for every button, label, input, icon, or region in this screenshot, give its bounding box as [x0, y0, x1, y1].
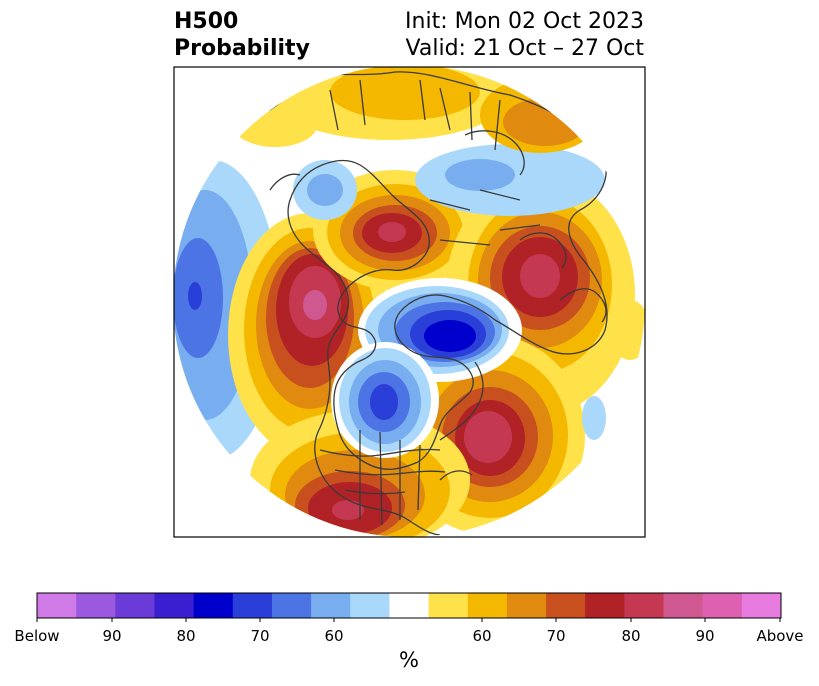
colorbar-swatch — [702, 593, 743, 618]
title-right: Init: Mon 02 Oct 2023 Valid: 21 Oct – 27… — [405, 8, 644, 62]
colorbar-tick-label: 90 — [695, 627, 715, 645]
colorbar-swatch — [624, 593, 665, 618]
colorbar-swatch — [154, 593, 195, 618]
anomaly-canada-below — [331, 342, 439, 458]
anomaly-south-asia-below — [293, 160, 357, 220]
colorbar-tick-label: 80 — [621, 627, 641, 645]
colorbar-tick-label: 60 — [472, 627, 492, 645]
title-left: H500 Probability — [174, 8, 310, 62]
coastlines — [269, 71, 641, 536]
colorbar-swatch — [389, 593, 430, 618]
colorbar-swatch — [37, 593, 77, 618]
colorbar-swatch — [271, 593, 312, 618]
colorbar — [36, 592, 782, 622]
map-frame — [173, 66, 646, 538]
colorbar-swatch — [663, 593, 704, 618]
anomaly-mid-atlantic-below — [582, 396, 606, 440]
colorbar-swatch — [428, 593, 469, 618]
colorbar-swatch — [76, 593, 116, 618]
colorbar-swatch — [506, 593, 547, 618]
title-init-date: Init: Mon 02 Oct 2023 — [405, 9, 644, 34]
colorbar-swatch — [311, 593, 351, 618]
probability-field — [174, 67, 645, 537]
anomaly-middle-east-below — [415, 144, 605, 216]
colorbar-frame — [36, 592, 782, 619]
colorbar-swatch — [741, 593, 782, 618]
colorbar-tick-label: 80 — [176, 627, 196, 645]
colorbar-tick-label: 70 — [546, 627, 566, 645]
title-variable: H500 — [174, 9, 239, 34]
colorbar-swatch — [193, 593, 234, 618]
title-valid-range: Valid: 21 Oct – 27 Oct — [405, 36, 644, 61]
colorbar-swatch — [546, 593, 586, 618]
colorbar-swatch — [350, 593, 390, 618]
colorbar-tick-label: 60 — [324, 627, 344, 645]
colorbar-swatch — [467, 593, 508, 618]
colorbar-swatch — [585, 593, 625, 618]
colorbar-tick-labels: Below 90 80 70 60 60 70 80 90 Above — [0, 627, 819, 647]
colorbar-tick-label: 90 — [102, 627, 122, 645]
title-quantity: Probability — [174, 36, 310, 61]
colorbar-tick-label: 70 — [250, 627, 270, 645]
colorbar-unit-label: % — [399, 648, 419, 672]
colorbar-tick-label: Below — [14, 627, 60, 645]
colorbar-swatch — [115, 593, 155, 618]
colorbar-swatch — [232, 593, 273, 618]
colorbar-tick-label: Above — [756, 627, 804, 645]
